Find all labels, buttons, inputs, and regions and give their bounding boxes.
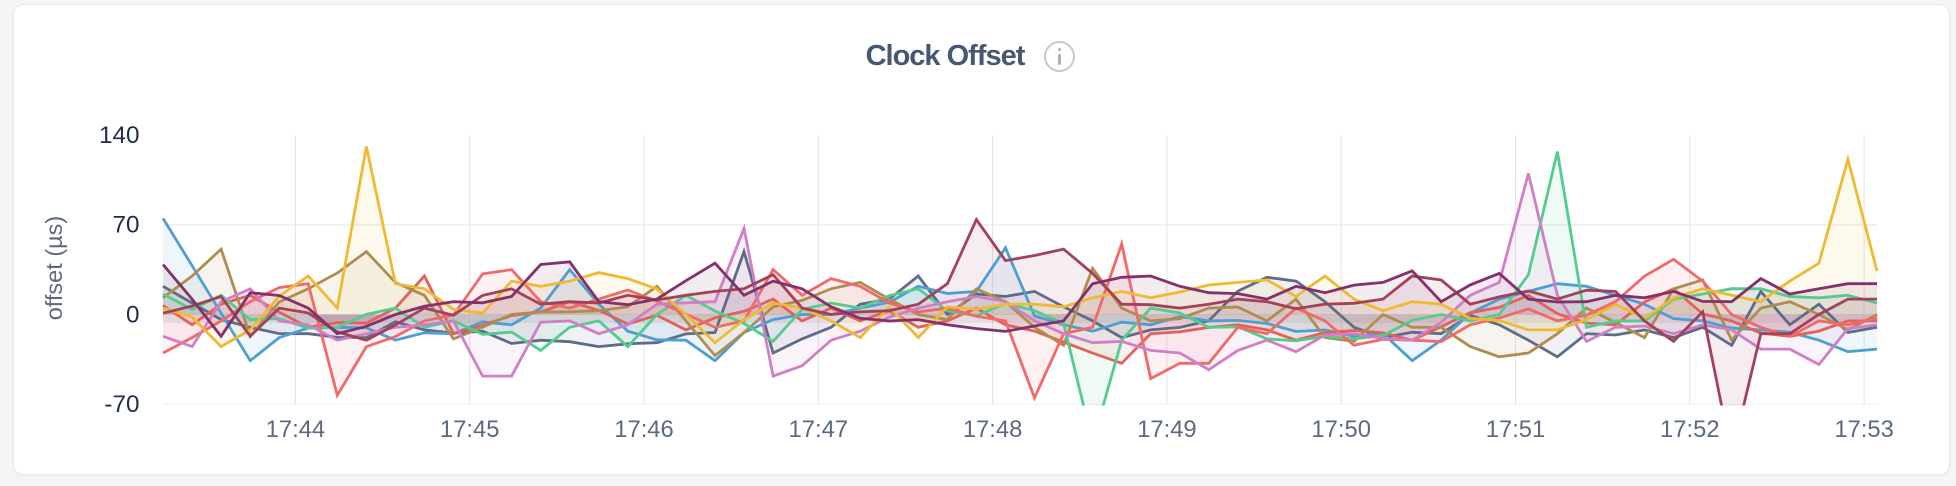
svg-text:offset (µs): offset (µs) bbox=[41, 216, 67, 321]
svg-text:70: 70 bbox=[112, 212, 139, 239]
svg-text:-70: -70 bbox=[104, 391, 139, 418]
svg-text:17:47: 17:47 bbox=[789, 416, 849, 443]
svg-text:17:49: 17:49 bbox=[1137, 416, 1197, 443]
svg-text:17:51: 17:51 bbox=[1486, 416, 1546, 443]
svg-text:17:44: 17:44 bbox=[266, 416, 326, 443]
svg-text:17:45: 17:45 bbox=[440, 416, 500, 443]
svg-text:17:53: 17:53 bbox=[1834, 416, 1894, 443]
svg-text:17:46: 17:46 bbox=[614, 416, 674, 443]
svg-text:17:50: 17:50 bbox=[1311, 416, 1371, 443]
svg-text:17:52: 17:52 bbox=[1660, 416, 1720, 443]
svg-text:140: 140 bbox=[99, 122, 140, 149]
svg-text:17:48: 17:48 bbox=[963, 416, 1023, 443]
svg-text:0: 0 bbox=[126, 301, 140, 328]
